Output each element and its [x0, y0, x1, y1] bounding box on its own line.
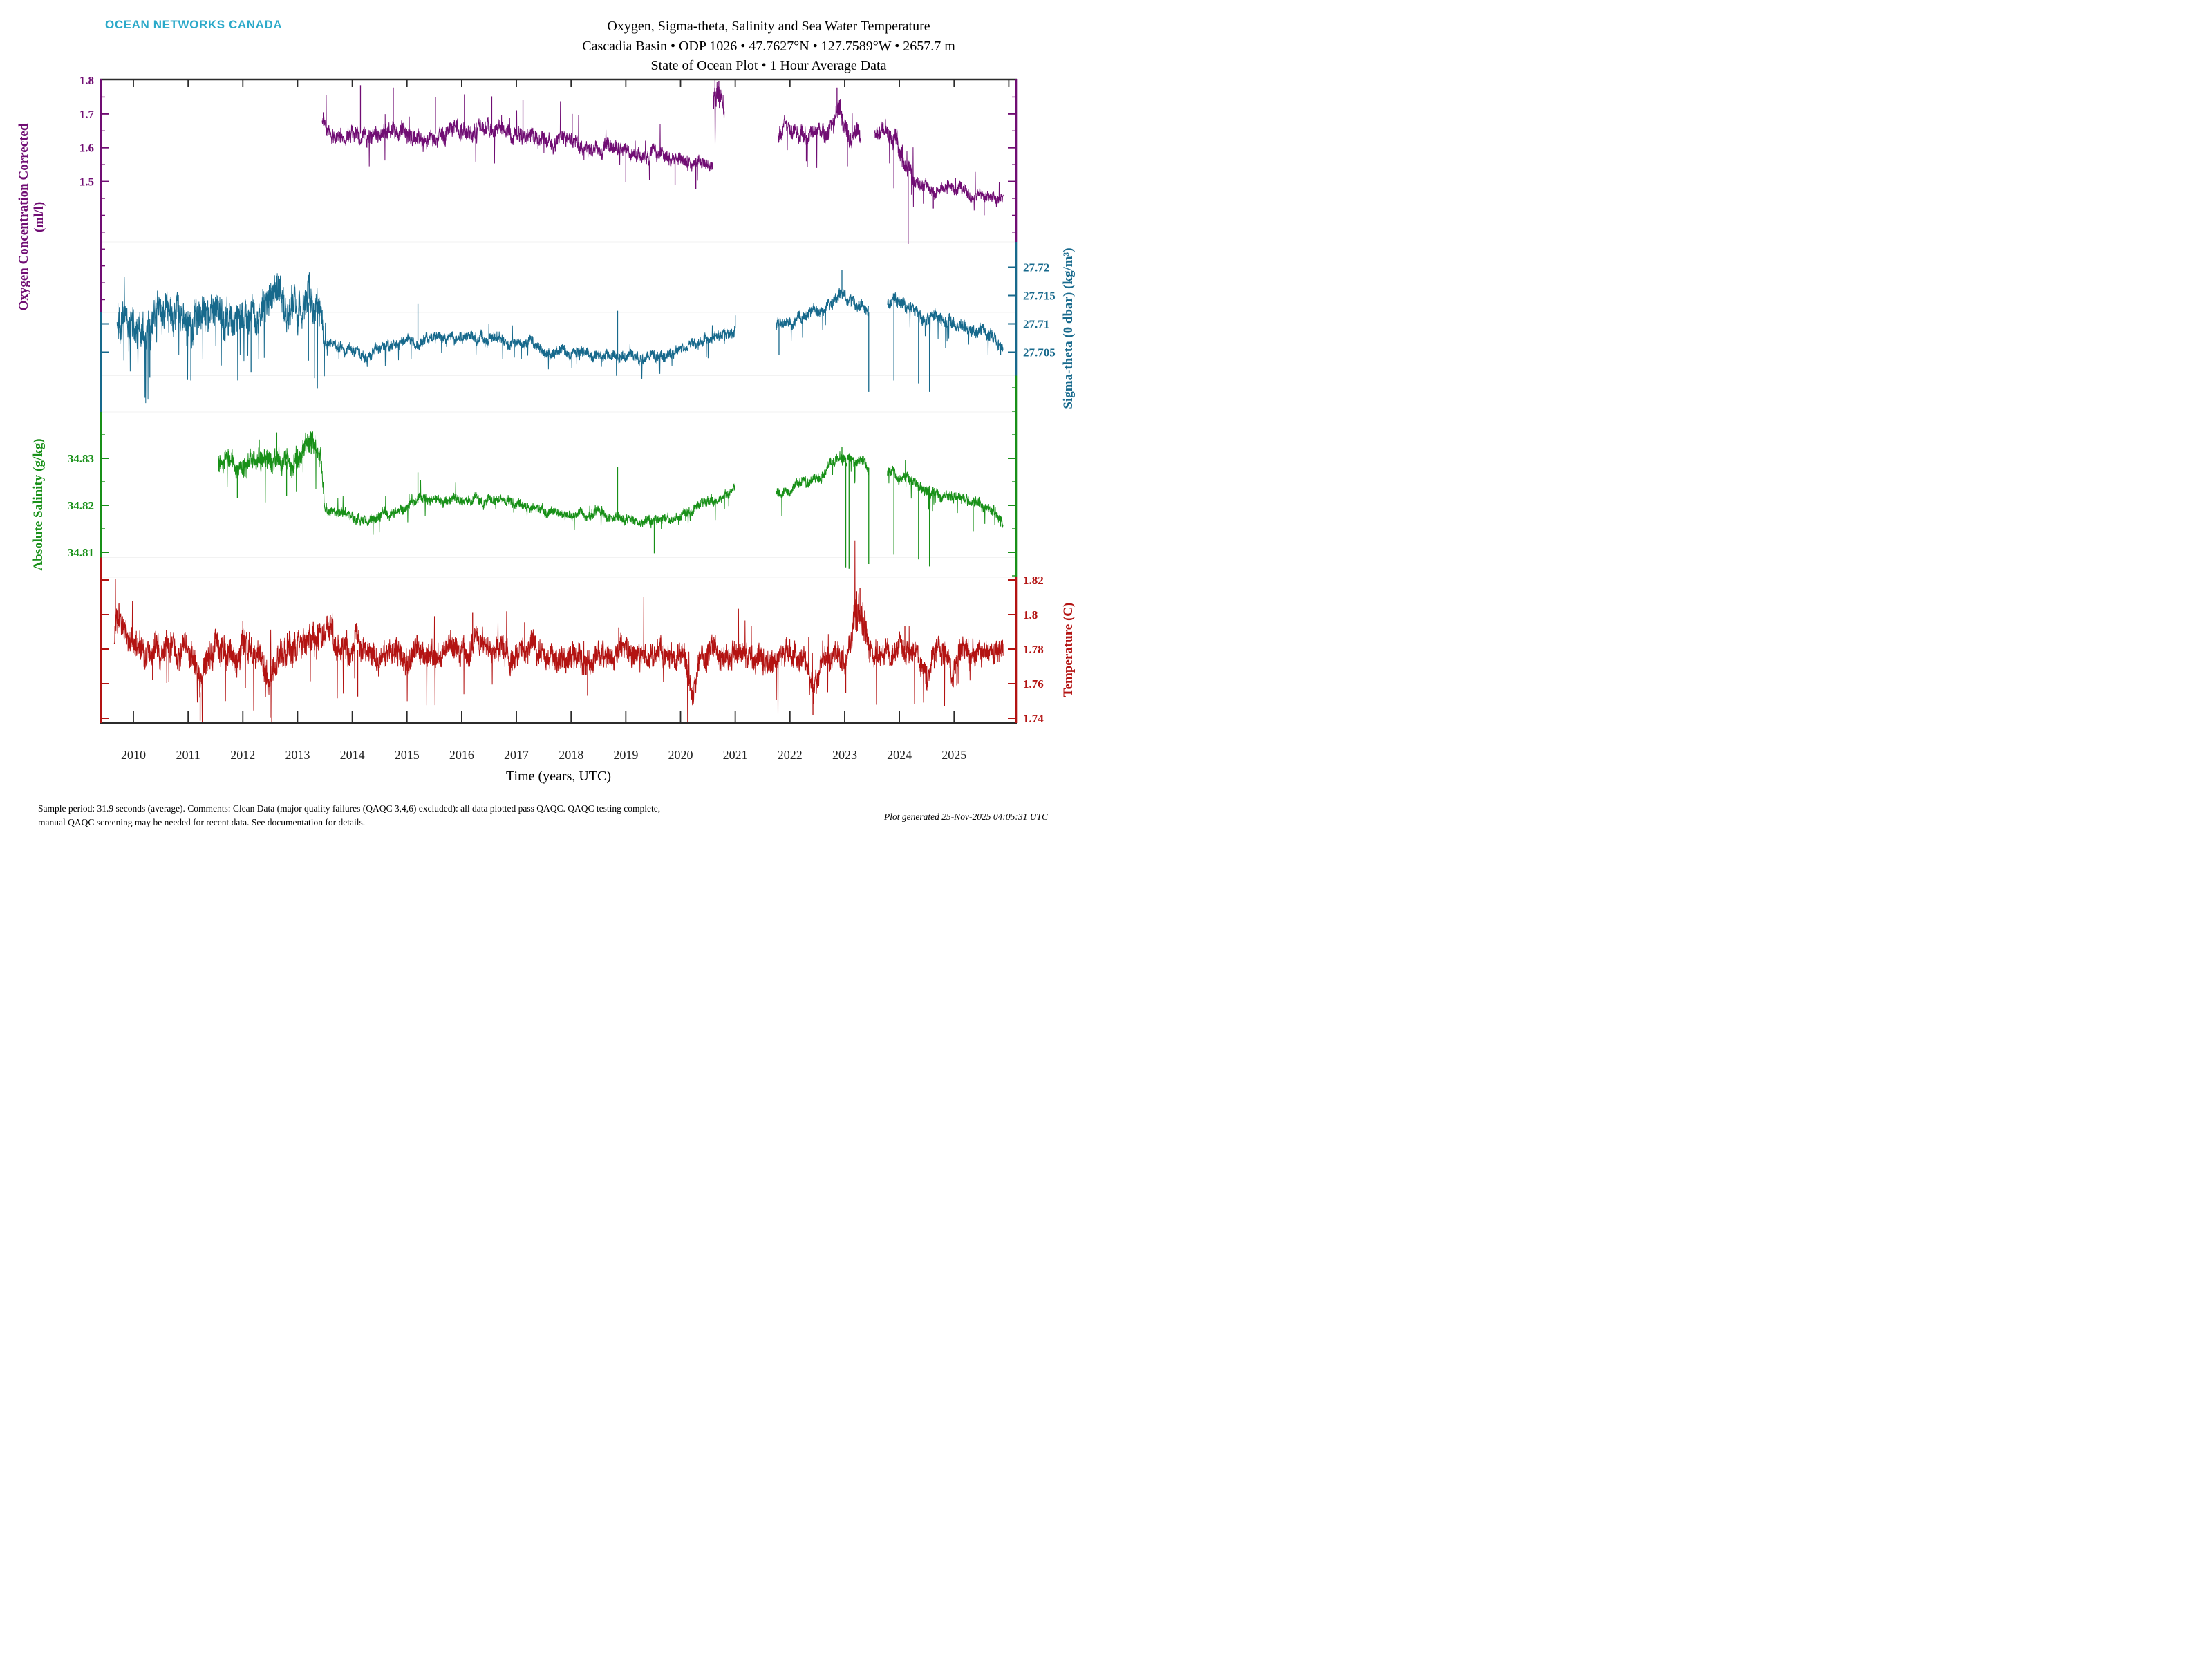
sigma-theta-tick-label: 27.715: [1023, 290, 1056, 303]
x-tick-label-2012: 2012: [230, 748, 255, 762]
salinity-tick-label: 34.82: [68, 499, 94, 512]
temperature-tick-label: 1.82: [1023, 574, 1044, 587]
plot-title-line-3: State of Ocean Plot • 1 Hour Average Dat…: [650, 58, 887, 73]
x-tick-label-2014: 2014: [340, 748, 365, 762]
temperature-axis-title: Temperature (C): [1061, 602, 1076, 697]
plot-generated-timestamp: Plot generated 25-Nov-2025 04:05:31 UTC: [884, 812, 1048, 822]
trace-oxygen-segment-1: [713, 82, 725, 144]
x-tick-label-2017: 2017: [504, 748, 529, 762]
sigma-theta-tick-label: 27.72: [1023, 261, 1049, 274]
qaqc-note: Sample period: 31.9 seconds (average). C…: [38, 802, 798, 830]
x-tick-label-2010: 2010: [121, 748, 146, 762]
band-separator-lines: [101, 241, 1016, 578]
qaqc-note-line-1: Sample period: 31.9 seconds (average). C…: [38, 803, 661, 814]
x-tick-label-2016: 2016: [449, 748, 474, 762]
qaqc-note-line-2: manual QAQC screening may be needed for …: [38, 817, 366, 827]
x-axis-ticks: 2010 2011 2012 2013 2014 2015 2016 2017 2018 2019…: [121, 79, 1010, 762]
y-axis-ticks: 1.8 1.7 1.6 1.5 27.72 27.715 27.71 27.705 34.83 3…: [68, 74, 1056, 725]
trace-sigma-theta: [116, 270, 1004, 404]
salinity-tick-label: 34.83: [68, 452, 94, 465]
x-tick-label-2018: 2018: [559, 748, 583, 762]
x-tick-label-2019: 2019: [613, 748, 638, 762]
x-tick-label-2022: 2022: [778, 748, 803, 762]
trace-sigma-theta-segment-0: [116, 271, 735, 404]
trace-oxygen-segment-2: [777, 98, 862, 168]
ocean-networks-canada-logo: OCEAN NETWORKS CANADA: [105, 18, 283, 31]
plot-title-line-1: Oxygen, Sigma-theta, Salinity and Sea Wa…: [607, 19, 930, 34]
x-tick-label-2021: 2021: [723, 748, 748, 762]
trace-salinity-segment-0: [218, 431, 735, 535]
state-of-ocean-plot-page: OCEAN NETWORKS CANADA Oxygen, Sigma-thet…: [0, 0, 1106, 830]
trace-salinity-segment-2: [887, 460, 1004, 528]
trace-temperature: [113, 540, 1004, 723]
oxygen-tick-label: 1.5: [79, 176, 94, 189]
temperature-tick-label: 1.74: [1023, 712, 1044, 725]
data-traces: [113, 80, 1004, 723]
sigma-theta-tick-label: 27.71: [1023, 318, 1049, 331]
sigma-theta-tick-label: 27.705: [1023, 346, 1056, 359]
time-series-chart: 2010 2011 2012 2013 2014 2015 2016 2017 2018 2019…: [68, 74, 1056, 762]
plot-title-line-2: Cascadia Basin • ODP 1026 • 47.7627°N • …: [582, 38, 955, 54]
x-tick-label-2013: 2013: [285, 748, 310, 762]
trace-salinity-segment-1: [776, 451, 869, 516]
salinity-axis-title: Absolute Salinity (g/kg): [31, 438, 46, 571]
oxygen-tick-label: 1.8: [79, 74, 94, 87]
sigma-theta-axis-title: Sigma-theta (0 dbar) (kg/m³): [1061, 247, 1076, 409]
trace-sigma-theta-segment-1: [776, 288, 869, 341]
x-tick-label-2025: 2025: [941, 748, 966, 762]
x-axis-title: Time (years, UTC): [505, 769, 612, 784]
oxygen-tick-label: 1.7: [79, 108, 95, 121]
x-tick-label-2024: 2024: [887, 748, 912, 762]
plot-frame: [100, 78, 1018, 724]
plot-title-block: Oxygen, Sigma-theta, Salinity and Sea Wa…: [458, 17, 1080, 76]
trace-sigma-theta-segment-2: [887, 292, 1004, 355]
x-tick-label-2015: 2015: [395, 748, 420, 762]
trace-oxygen-segment-3: [874, 118, 1004, 211]
x-tick-label-2020: 2020: [668, 748, 693, 762]
trace-oxygen: [321, 80, 1004, 244]
temperature-tick-label: 1.76: [1023, 677, 1044, 691]
x-tick-label-2011: 2011: [176, 748, 200, 762]
x-tick-label-2023: 2023: [832, 748, 857, 762]
temperature-tick-label: 1.78: [1023, 643, 1044, 656]
trace-oxygen-segment-0: [321, 95, 714, 181]
trace-temperature-segment-0: [113, 540, 1004, 723]
trace-salinity: [218, 431, 1004, 569]
temperature-tick-label: 1.8: [1023, 608, 1038, 621]
oxygen-tick-label: 1.6: [79, 142, 94, 155]
salinity-tick-label: 34.81: [68, 546, 94, 559]
